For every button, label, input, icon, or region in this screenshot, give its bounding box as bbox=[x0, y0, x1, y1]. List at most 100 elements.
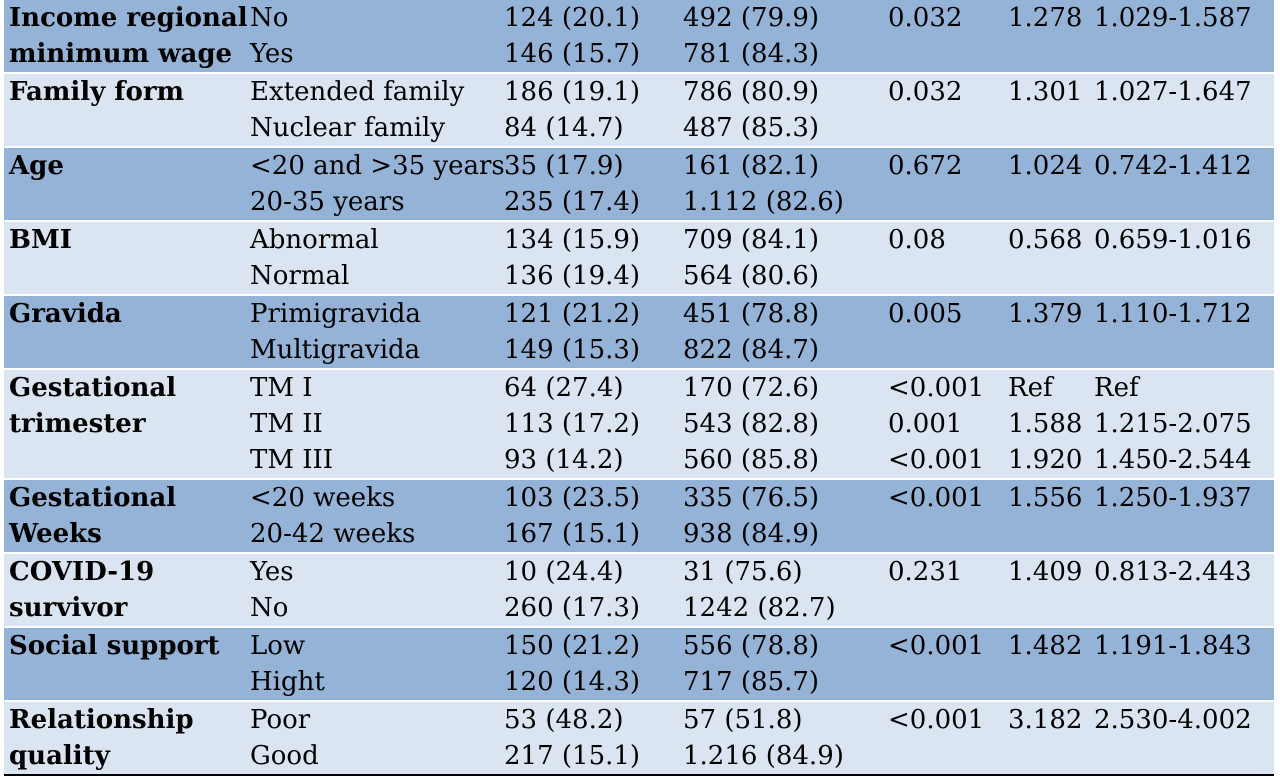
table-row: Extended family 186 (19.1) 786 (80.9) 0.032… bbox=[4, 74, 1274, 110]
table-cell: 1.191-1.843 bbox=[1094, 631, 1252, 661]
table-cell: 0.742-1.412 bbox=[1094, 151, 1252, 181]
table-cell: 717 (85.7) bbox=[683, 667, 820, 697]
table-row: <20 and >35 years 35 (17.9) 161 (82.1) 0.67… bbox=[4, 148, 1274, 184]
variable-label: Gestational trimester bbox=[9, 370, 244, 442]
table-cell: Low bbox=[250, 631, 306, 661]
table-row-group: Poor 53 (48.2) 57 (51.8) <0.001 3.182 2.530-4… bbox=[4, 702, 1274, 776]
table-row-group: Low 150 (21.2) 556 (78.8) <0.001 1.482 1.191-… bbox=[4, 628, 1274, 702]
table-row: Multigravida 149 (15.3) 822 (84.7) bbox=[4, 332, 1274, 368]
table-cell: 0.568 bbox=[1008, 225, 1083, 255]
table-cell: 1.588 bbox=[1008, 409, 1083, 439]
table-row-group: <20 weeks 103 (23.5) 335 (76.5) <0.001 1.556… bbox=[4, 480, 1274, 554]
variable-label: Gestational Weeks bbox=[9, 480, 244, 552]
table-cell: 31 (75.6) bbox=[683, 557, 803, 587]
table-row-group: No 124 (20.1) 492 (79.9) 0.032 1.278 1.029-1.… bbox=[4, 0, 1274, 74]
table-row: 20-35 years 235 (17.4) 1.112 (82.6) bbox=[4, 184, 1274, 220]
table-cell: 167 (15.1) bbox=[504, 519, 641, 549]
table-cell: Ref bbox=[1008, 373, 1053, 403]
table-cell: 1.278 bbox=[1008, 3, 1083, 33]
table-cell: 709 (84.1) bbox=[683, 225, 820, 255]
table-cell: <20 weeks bbox=[250, 483, 396, 513]
table-row: No 124 (20.1) 492 (79.9) 0.032 1.278 1.029-1.… bbox=[4, 0, 1274, 36]
variable-label: Gravida bbox=[9, 296, 244, 332]
table-cell: <0.001 bbox=[888, 483, 985, 513]
table-cell: 786 (80.9) bbox=[683, 77, 820, 107]
table-row: Primigravida 121 (21.2) 451 (78.8) 0.005 1.3… bbox=[4, 296, 1274, 332]
variable-label-line: BMI bbox=[9, 225, 72, 255]
variable-label-line: Age bbox=[9, 151, 64, 181]
variable-label: BMI bbox=[9, 222, 244, 258]
variable-label-line: Weeks bbox=[9, 519, 102, 549]
table-row-group: <20 and >35 years 35 (17.9) 161 (82.1) 0.67… bbox=[4, 148, 1274, 222]
table-cell: 260 (17.3) bbox=[504, 593, 641, 623]
table-cell: 170 (72.6) bbox=[683, 373, 820, 403]
table-cell: 0.672 bbox=[888, 151, 963, 181]
table-cell: 1.450-2.544 bbox=[1094, 445, 1252, 475]
table-cell: 0.032 bbox=[888, 77, 963, 107]
table-cell: 335 (76.5) bbox=[683, 483, 820, 513]
table-cell: 93 (14.2) bbox=[504, 445, 624, 475]
table-cell: 235 (17.4) bbox=[504, 187, 641, 217]
variable-label-line: Gestational bbox=[9, 373, 177, 403]
table-row: Poor 53 (48.2) 57 (51.8) <0.001 3.182 2.530-4… bbox=[4, 702, 1274, 738]
table-cell: 149 (15.3) bbox=[504, 335, 641, 365]
table-cell: TM I bbox=[250, 373, 313, 403]
table-cell: Ref bbox=[1094, 373, 1139, 403]
table-cell: Yes bbox=[250, 557, 294, 587]
table-cell: Normal bbox=[250, 261, 350, 291]
table-cell: 0.005 bbox=[888, 299, 963, 329]
table-row-group: Extended family 186 (19.1) 786 (80.9) 0.032… bbox=[4, 74, 1274, 148]
variable-label-line: Gravida bbox=[9, 299, 122, 329]
table-cell: 1.215-2.075 bbox=[1094, 409, 1252, 439]
variable-label-line: COVID-19 bbox=[9, 557, 155, 587]
table-cell: Good bbox=[250, 741, 319, 771]
table-cell: 134 (15.9) bbox=[504, 225, 641, 255]
table-cell: 161 (82.1) bbox=[683, 151, 820, 181]
table-row: Hight 120 (14.3) 717 (85.7) bbox=[4, 664, 1274, 700]
table-cell: Extended family bbox=[250, 77, 465, 107]
table-cell: 781 (84.3) bbox=[683, 39, 820, 69]
table-cell: TM II bbox=[250, 409, 323, 439]
table-cell: <0.001 bbox=[888, 705, 985, 735]
table-cell: Abnormal bbox=[250, 225, 379, 255]
table-cell: Yes bbox=[250, 39, 294, 69]
table-row: No 260 (17.3) 1242 (82.7) bbox=[4, 590, 1274, 626]
table-cell: 487 (85.3) bbox=[683, 113, 820, 143]
table-cell: 1.110-1.712 bbox=[1094, 299, 1252, 329]
table-cell: 124 (20.1) bbox=[504, 3, 641, 33]
table-cell: 1.029-1.587 bbox=[1094, 3, 1252, 33]
data-table: No 124 (20.1) 492 (79.9) 0.032 1.278 1.029-1.… bbox=[4, 0, 1274, 776]
table-cell: 53 (48.2) bbox=[504, 705, 624, 735]
table-cell: 1.920 bbox=[1008, 445, 1083, 475]
variable-label: Relationship quality bbox=[9, 702, 244, 774]
table-cell: 0.032 bbox=[888, 3, 963, 33]
table-row: Low 150 (21.2) 556 (78.8) <0.001 1.482 1.191-… bbox=[4, 628, 1274, 664]
variable-label: Age bbox=[9, 148, 244, 184]
table-cell: 1.216 (84.9) bbox=[683, 741, 844, 771]
table-cell: No bbox=[250, 3, 289, 33]
table-row: TM II 113 (17.2) 543 (82.8) 0.001 1.588 1.215… bbox=[4, 406, 1274, 442]
table-row-group: TM I 64 (27.4) 170 (72.6) <0.001 Ref Ref TM II… bbox=[4, 370, 1274, 480]
table-cell: 0.659-1.016 bbox=[1094, 225, 1252, 255]
table-row: <20 weeks 103 (23.5) 335 (76.5) <0.001 1.556… bbox=[4, 480, 1274, 516]
table-cell: 120 (14.3) bbox=[504, 667, 641, 697]
table-cell: Primigravida bbox=[250, 299, 421, 329]
variable-label: COVID-19 survivor bbox=[9, 554, 244, 626]
table-cell: <20 and >35 years bbox=[250, 151, 505, 181]
table-cell: 0.231 bbox=[888, 557, 963, 587]
variable-label-line: Social support bbox=[9, 631, 220, 661]
variable-label-line: Income regional bbox=[9, 3, 248, 33]
table-cell: 1.024 bbox=[1008, 151, 1083, 181]
table-row-group: Yes 10 (24.4) 31 (75.6) 0.231 1.409 0.813-2.4… bbox=[4, 554, 1274, 628]
table-cell: 1242 (82.7) bbox=[683, 593, 836, 623]
table-row: TM III 93 (14.2) 560 (85.8) <0.001 1.920 1.45… bbox=[4, 442, 1274, 478]
table-cell: 150 (21.2) bbox=[504, 631, 641, 661]
table-row-group: Primigravida 121 (21.2) 451 (78.8) 0.005 1.3… bbox=[4, 296, 1274, 370]
table-cell: 10 (24.4) bbox=[504, 557, 624, 587]
table-cell: 1.482 bbox=[1008, 631, 1083, 661]
table-cell: 560 (85.8) bbox=[683, 445, 820, 475]
table-cell: 35 (17.9) bbox=[504, 151, 624, 181]
table-row: Normal 136 (19.4) 564 (80.6) bbox=[4, 258, 1274, 294]
table-cell: 0.001 bbox=[888, 409, 963, 439]
variable-label-line: quality bbox=[9, 741, 110, 771]
